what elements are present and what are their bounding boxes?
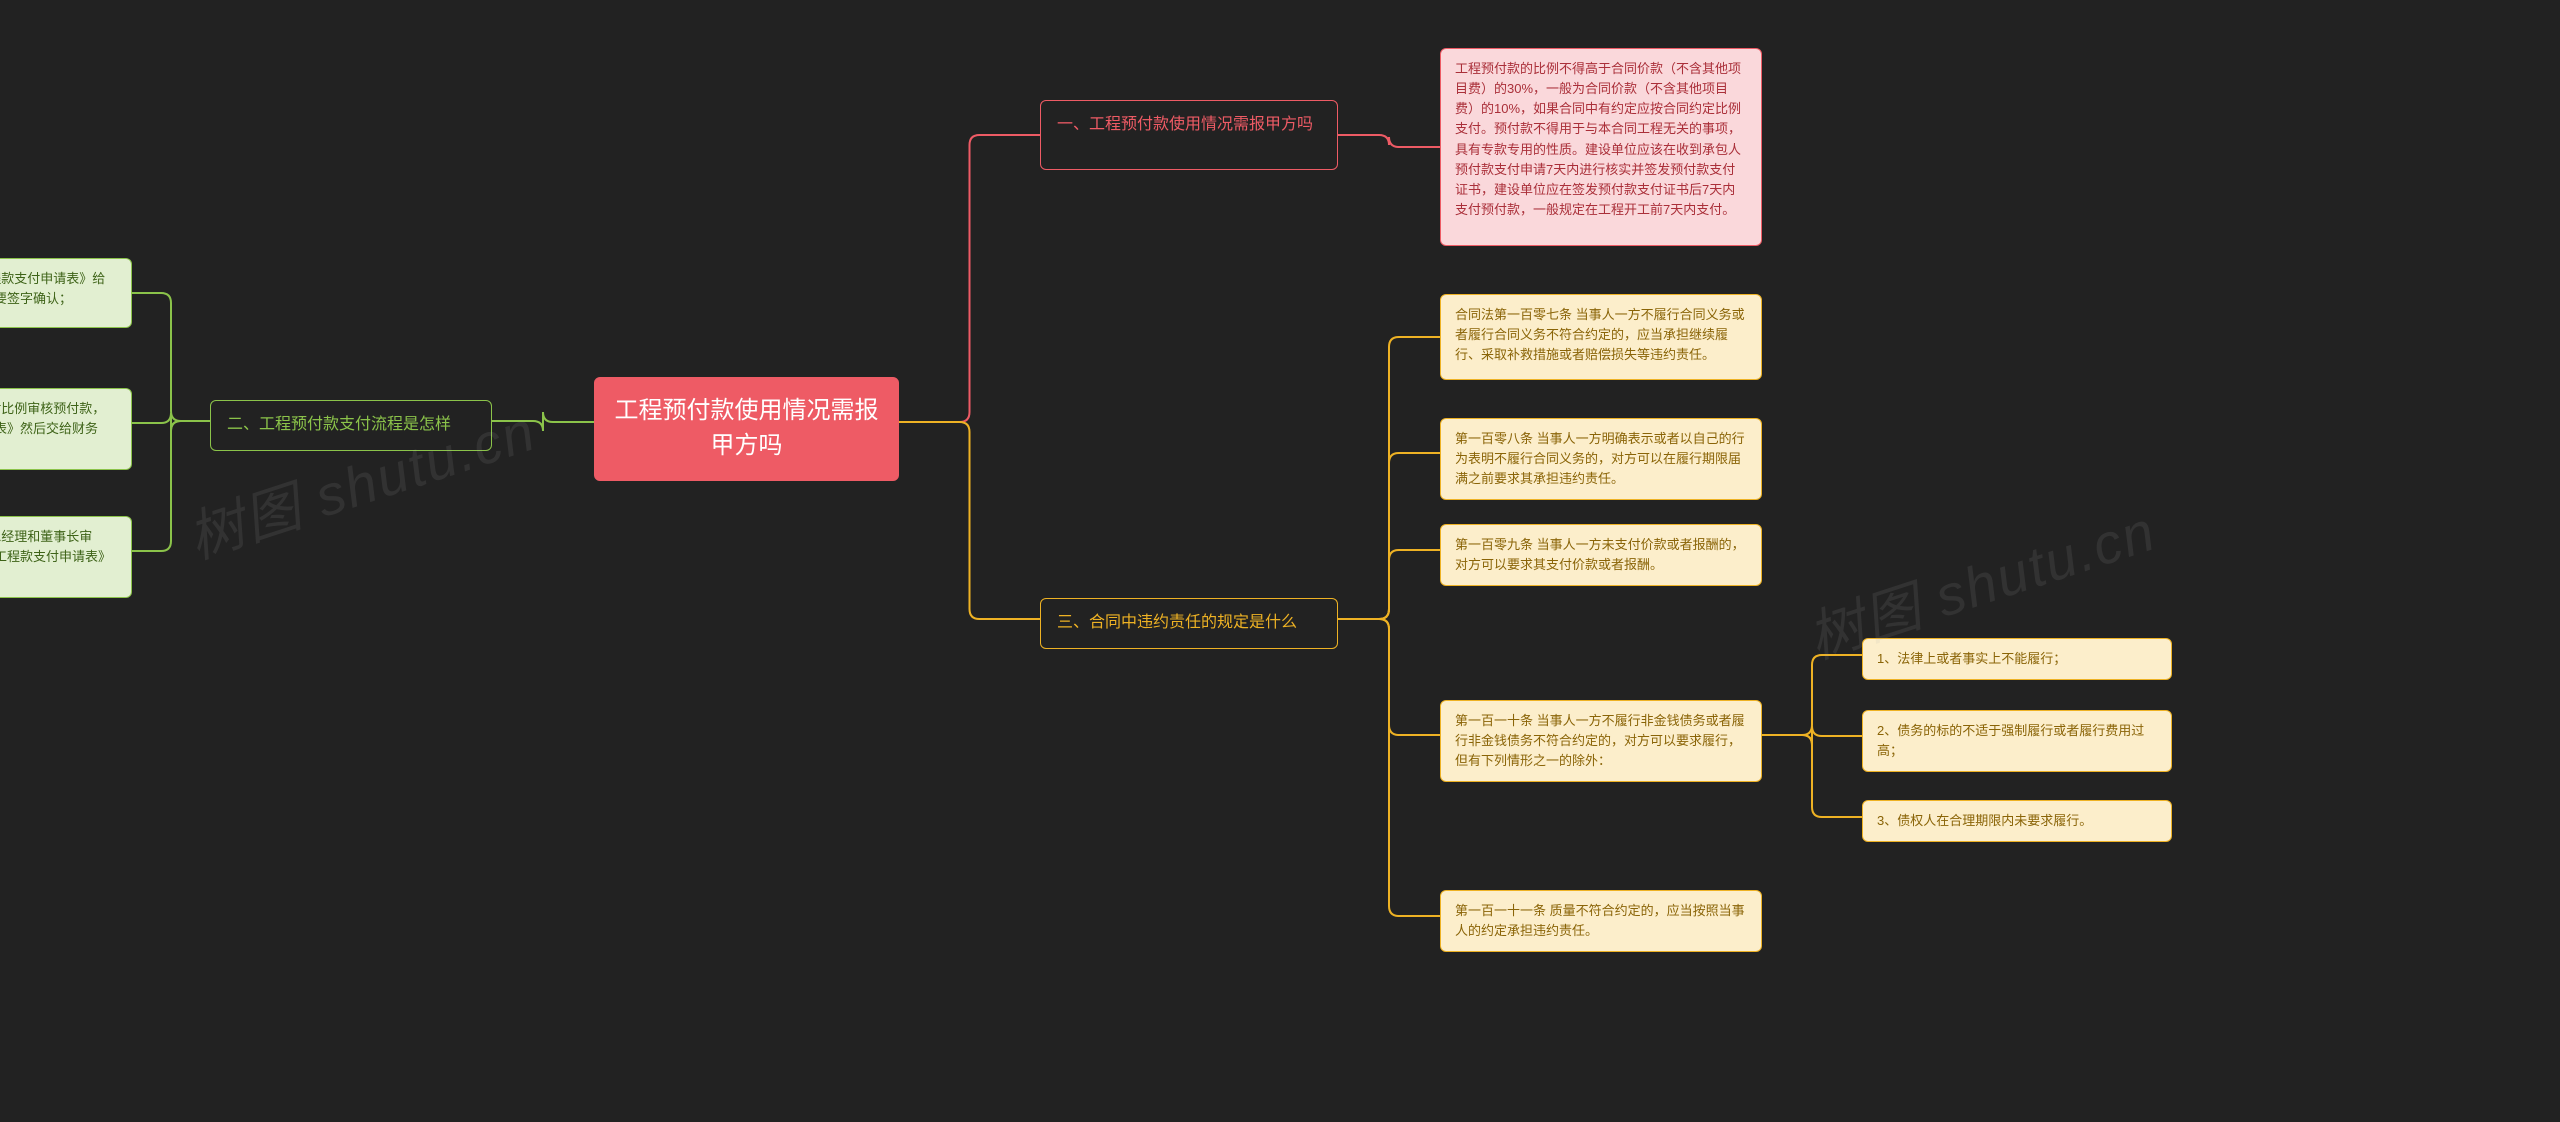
node-root[interactable]: 工程预付款使用情况需报 甲方吗 bbox=[594, 377, 899, 481]
node-b3[interactable]: 三、合同中违约责任的规定是什么 bbox=[1040, 598, 1338, 649]
connector bbox=[1762, 726, 1862, 745]
node-b3c1[interactable]: 合同法第一百零七条 当事人一方不履行合同义务或者履行合同义务不符合约定的，应当承… bbox=[1440, 294, 1762, 380]
node-b3c4g1[interactable]: 1、法律上或者事实上不能履行； bbox=[1862, 638, 2172, 680]
node-b2[interactable]: 二、工程预付款支付流程是怎样 bbox=[210, 400, 492, 451]
connector bbox=[1338, 619, 1440, 916]
connector bbox=[1338, 453, 1440, 619]
node-b2c3[interactable]: 3、财务部再次复核后，交给总经理和董事长审批，然后将审核审批通过的《工程款支付申… bbox=[0, 516, 132, 598]
connector bbox=[899, 422, 1040, 619]
connector bbox=[1338, 550, 1440, 619]
node-b1[interactable]: 一、工程预付款使用情况需报甲方吗 bbox=[1040, 100, 1338, 170]
node-b3c3[interactable]: 第一百零九条 当事人一方未支付价款或者报酬的，对方可以要求其支付价款或者报酬。 bbox=[1440, 524, 1762, 586]
node-b1c1[interactable]: 工程预付款的比例不得高于合同价款（不含其他项目费）的30%，一般为合同价款（不含… bbox=[1440, 48, 1762, 246]
node-b3c4g3[interactable]: 3、债权人在合理期限内未要求履行。 bbox=[1862, 800, 2172, 842]
connector bbox=[1338, 619, 1440, 735]
connector bbox=[899, 135, 1040, 422]
node-b3c5[interactable]: 第一百一十一条 质量不符合约定的，应当按照当事人的约定承担违约责任。 bbox=[1440, 890, 1762, 952]
connector bbox=[132, 293, 210, 421]
connector bbox=[1338, 135, 1440, 147]
node-b2c1[interactable]: 1、施工单位提交预付款《工程款支付申请表》给预算专员，施工单位项目经理要签字确认… bbox=[0, 258, 132, 328]
connector bbox=[492, 412, 594, 431]
connector bbox=[1762, 655, 1862, 735]
connector bbox=[1762, 735, 1862, 817]
node-b3c2[interactable]: 第一百零八条 当事人一方明确表示或者以自己的行为表明不履行合同义务的，对方可以在… bbox=[1440, 418, 1762, 500]
connector bbox=[132, 421, 210, 551]
node-b3c4g2[interactable]: 2、债务的标的不适于强制履行或者履行费用过高； bbox=[1862, 710, 2172, 772]
node-b2c2[interactable]: 2、预算办根据合同约定的预付比例审核预付款，签署预付款《工程款支付申请表》然后交… bbox=[0, 388, 132, 470]
node-b3c4[interactable]: 第一百一十条 当事人一方不履行非金钱债务或者履行非金钱债务不符合约定的，对方可以… bbox=[1440, 700, 1762, 782]
connector bbox=[132, 413, 210, 431]
connector bbox=[1338, 337, 1440, 619]
